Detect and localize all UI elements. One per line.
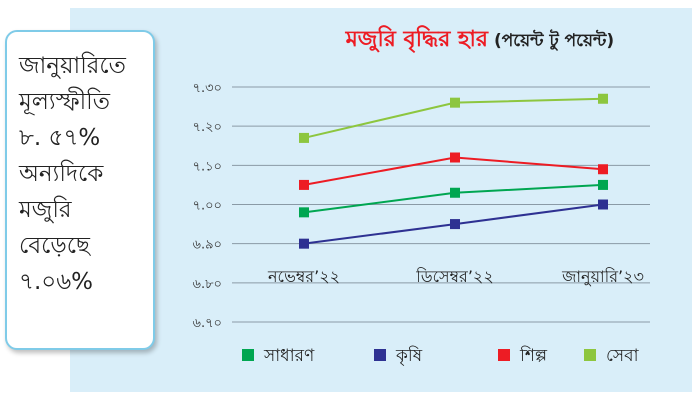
- data-point: [450, 152, 460, 163]
- note-line: ৮. ৫৭%: [19, 125, 101, 151]
- note-line: মূল্যস্ফীতি: [19, 89, 111, 115]
- data-point: [598, 199, 608, 210]
- side-note-box: জানুয়ারিতে মূল্যস্ফীতি ৮. ৫৭% অন্যদিকে …: [5, 30, 155, 350]
- y-tick-label: ৬.৭০: [193, 316, 223, 331]
- y-tick-label: ৬.৮০: [193, 277, 222, 292]
- legend-swatch: [374, 349, 386, 361]
- x-category-label: জানুয়ারি’২৩: [561, 267, 644, 286]
- y-tick-label: ৭.১০: [193, 159, 222, 174]
- data-point: [598, 179, 608, 190]
- note-line: ৭.০৬%: [19, 269, 94, 295]
- note-line: জানুয়ারিতে: [19, 53, 126, 79]
- data-point: [450, 187, 460, 198]
- legend-label: কৃষি: [395, 345, 423, 366]
- x-category-label: নভেম্বর’২২: [267, 267, 340, 286]
- data-point: [598, 93, 608, 104]
- legend-swatch: [242, 349, 254, 361]
- x-category-label: ডিসেম্বর’২২: [415, 267, 493, 286]
- legend-swatch: [584, 349, 596, 361]
- legend-label: শিল্প: [519, 345, 548, 366]
- data-point: [450, 97, 460, 108]
- note-line: মজুরি: [19, 197, 72, 223]
- legend-swatch: [498, 349, 510, 361]
- data-point: [299, 238, 309, 249]
- data-point: [598, 164, 608, 175]
- y-tick-label: ৬.৯০: [193, 238, 222, 253]
- data-point: [450, 219, 460, 230]
- chart-panel: [70, 8, 692, 392]
- chart-title: মজুরি বৃদ্ধির হার: [345, 25, 489, 54]
- y-tick-label: ৭.২০: [193, 120, 223, 135]
- legend-label: সেবা: [606, 346, 640, 366]
- legend-label: সাধারণ: [263, 346, 315, 366]
- chart-subtitle: (পয়েন্ট টু পয়েন্ট): [494, 29, 614, 51]
- y-tick-label: ৭.০০: [193, 199, 223, 214]
- note-line: বেড়েছে: [19, 233, 90, 259]
- note-line: অন্যদিকে: [19, 161, 104, 187]
- data-point: [299, 179, 309, 190]
- y-tick-label: ৭.৩০: [193, 81, 223, 96]
- data-point: [299, 132, 309, 143]
- data-point: [299, 207, 309, 218]
